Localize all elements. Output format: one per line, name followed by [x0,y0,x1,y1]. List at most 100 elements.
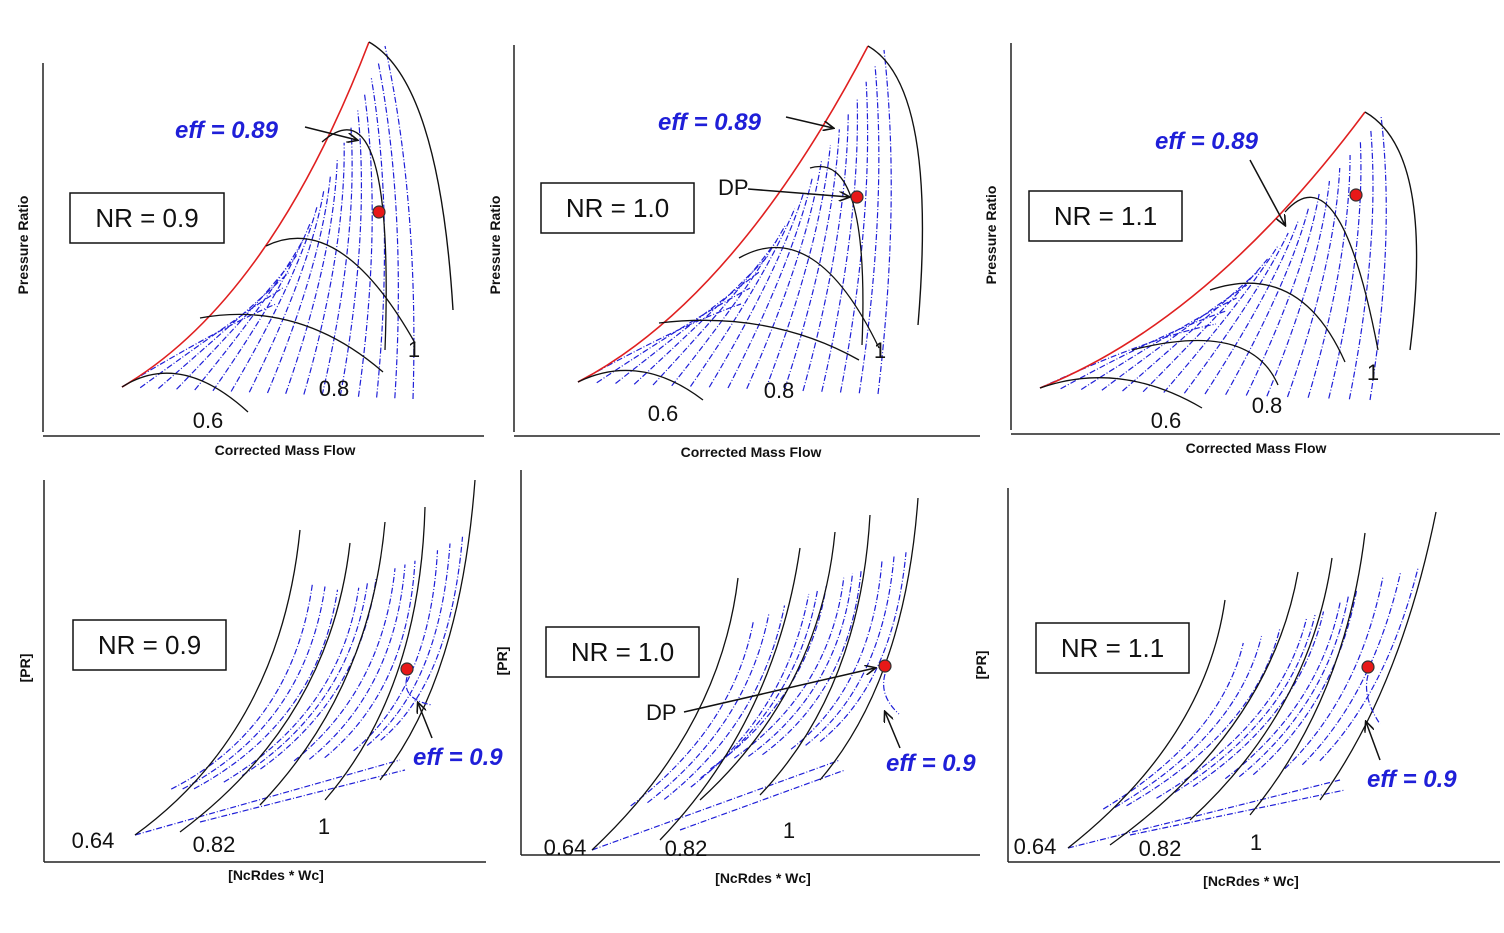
speed-label: 0.64 [544,835,587,860]
bottom-panel-3: 0.64 0.82 1 eff = 0.9 NR = 1.1 [NcRdes * Wc] [… [973,488,1500,889]
speed-line-3 [259,521,386,806]
efficiency-contour [762,569,862,756]
efficiency-contour [1286,167,1341,398]
efficiency-annotation: eff = 0.89 [1155,128,1259,155]
efficiency-contour [193,589,339,790]
y-axis-title: Pressure Ratio [487,196,503,295]
efficiency-contour [321,126,353,396]
efficiency-contour [783,129,840,391]
x-axis-title: [NcRdes * Wc] [715,870,811,886]
y-axis-title: Pressure Ratio [983,186,999,285]
speed-label: 0.64 [72,828,115,853]
efficiency-contour [1156,618,1308,799]
efficiency-contour [303,142,345,395]
speed-line-5 [379,479,476,781]
efficiency-contour [1039,323,1217,389]
nr-label: NR = 1.1 [1061,633,1164,663]
efficiency-contour [790,560,883,750]
efficiency-contour [1252,589,1358,776]
efficiency-contour [1369,115,1387,401]
efficiency-contour [630,620,755,807]
speed-label: 0.6 [1151,408,1182,433]
efficiency-contour [139,287,284,389]
top-panel-3: 0.6 0.8 1 eff = 0.89 NR = 1.1 Corrected Mass … [983,43,1500,456]
efficiency-arrow [885,712,901,749]
efficiency-contour [157,271,291,389]
speed-line-1 [577,369,704,401]
speed-line-5 [819,497,919,781]
efficiency-arrow [304,126,357,140]
dp-label: DP [718,175,749,200]
speed-line-2 [1109,571,1299,846]
efficiency-contour [308,564,406,760]
efficiency-contour [176,255,297,390]
efficiency-contour [652,240,778,386]
efficiency-contour [748,573,854,757]
speed-label: 0.8 [1252,393,1283,418]
efficiency-contour-09 [1365,674,1381,725]
efficiency-contour [1129,789,1346,836]
efficiency-contour [577,303,742,383]
efficiency-contour [1174,614,1316,793]
efficiency-contour [241,582,369,777]
speed-line-1 [591,577,739,851]
x-axis-title: Corrected Mass Flow [215,442,356,458]
speed-line-2 [659,547,801,841]
efficiency-annotation: eff = 0.9 [886,750,976,777]
bottom-panel-2: 0.64 0.82 1 eff = 0.9 DP NR = 1.0 [NcRdes * Wc… [494,470,980,886]
efficiency-contour [1060,310,1227,390]
bottom-panel-1: 0.64 0.82 1 eff = 0.9 NR = 0.9 [NcRdes * Wc] [… [17,479,503,883]
y-axis-title: [PR] [17,654,33,683]
efficiency-contour [819,552,907,742]
efficiency-contour [1224,601,1341,780]
efficiency-contour-09 [883,673,900,715]
speed-line-3 [699,531,836,801]
efficiency-contour [199,769,406,823]
nr-label: NR = 1.1 [1054,201,1157,231]
efficiency-contour [802,113,849,392]
nr-box [69,192,225,244]
speed-line-3 [1189,557,1333,821]
efficiency-contour [858,65,880,394]
efficiency-annotation: eff = 0.89 [175,117,279,144]
speed-line-4 [1284,196,1379,351]
y-axis-title: Pressure Ratio [15,196,31,295]
efficiency-arrow [418,703,433,739]
design-point-marker [1349,188,1363,202]
y-axis-title: [PR] [494,647,510,676]
nr-box [1028,190,1183,242]
speed-label: 1 [1367,360,1379,385]
efficiency-contour [1067,779,1341,849]
efficiency-annotation: eff = 0.9 [413,744,503,771]
efficiency-contour [223,587,360,783]
speed-line-4 [809,165,864,346]
speed-line-4 [759,514,871,796]
efficiency-contour [663,605,786,800]
x-axis-title: Corrected Mass Flow [1186,440,1327,456]
efficiency-contour [266,174,332,394]
efficiency-contour [1102,642,1244,810]
efficiency-contour [1284,577,1384,770]
efficiency-contour [377,62,399,399]
efficiency-contour [633,255,769,385]
nr-label: NR = 0.9 [98,630,201,660]
efficiency-contour [339,110,363,397]
efficiency-arrow [1366,722,1381,761]
speed-label: 1 [874,338,886,363]
speed-line-max [1364,111,1418,351]
efficiency-contour [708,192,805,388]
efficiency-contour [591,759,841,851]
efficiency-contour [746,161,823,389]
speed-line-2 [658,319,860,361]
efficiency-contour [671,224,787,387]
nr-box [1035,622,1190,674]
efficiency-contour [1163,245,1279,393]
speed-line-2 [199,313,384,373]
efficiency-contour [230,207,318,392]
efficiency-contour [212,223,311,392]
efficiency-contour [1101,284,1248,391]
efficiency-contour [260,577,377,770]
design-point-marker [400,662,414,676]
efficiency-contour [1204,219,1300,395]
speed-line-2 [1131,339,1279,386]
